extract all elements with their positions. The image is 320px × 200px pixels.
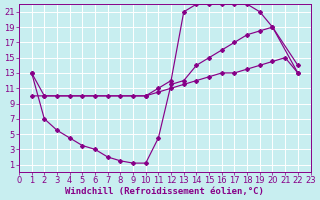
X-axis label: Windchill (Refroidissement éolien,°C): Windchill (Refroidissement éolien,°C) <box>65 187 264 196</box>
